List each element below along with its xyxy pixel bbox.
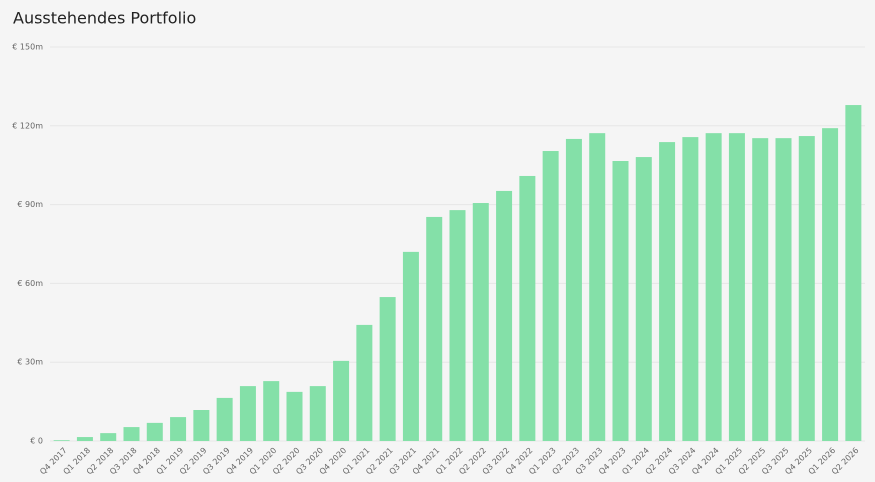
y-tick-label: € 30m (17, 358, 43, 367)
bar (309, 386, 326, 441)
bar (76, 437, 93, 441)
bar (356, 324, 373, 441)
bar (565, 138, 582, 441)
bar (402, 251, 419, 441)
bar (682, 137, 699, 441)
y-tick-label: € 0 (30, 437, 43, 446)
bar (635, 157, 652, 442)
y-tick-label: € 90m (17, 200, 43, 209)
bar (728, 133, 745, 441)
bar (123, 427, 140, 441)
bar (519, 175, 536, 441)
bar (170, 417, 187, 441)
bar (798, 136, 815, 441)
bar (612, 160, 629, 442)
bar (146, 422, 163, 441)
bar (589, 133, 606, 441)
bar (659, 142, 676, 441)
bar (426, 216, 443, 441)
bar (263, 381, 280, 441)
bar (752, 138, 769, 442)
y-tick-label: € 150m (12, 43, 43, 52)
bar (542, 151, 559, 442)
bar (775, 138, 792, 442)
bar (333, 360, 350, 441)
bar (496, 190, 513, 441)
bar (379, 297, 396, 441)
bar (472, 203, 489, 441)
bar (100, 433, 117, 441)
bar (286, 391, 303, 441)
bar (193, 410, 210, 441)
bar (216, 397, 233, 441)
y-tick-label: € 120m (12, 121, 43, 130)
bar (53, 440, 70, 441)
bar (239, 386, 256, 441)
bar (845, 105, 862, 442)
chart-title: Ausstehendes Portfolio (13, 9, 196, 28)
bar (449, 210, 466, 441)
y-tick-label: € 60m (17, 279, 43, 288)
bar (705, 133, 722, 441)
bar (822, 128, 839, 441)
